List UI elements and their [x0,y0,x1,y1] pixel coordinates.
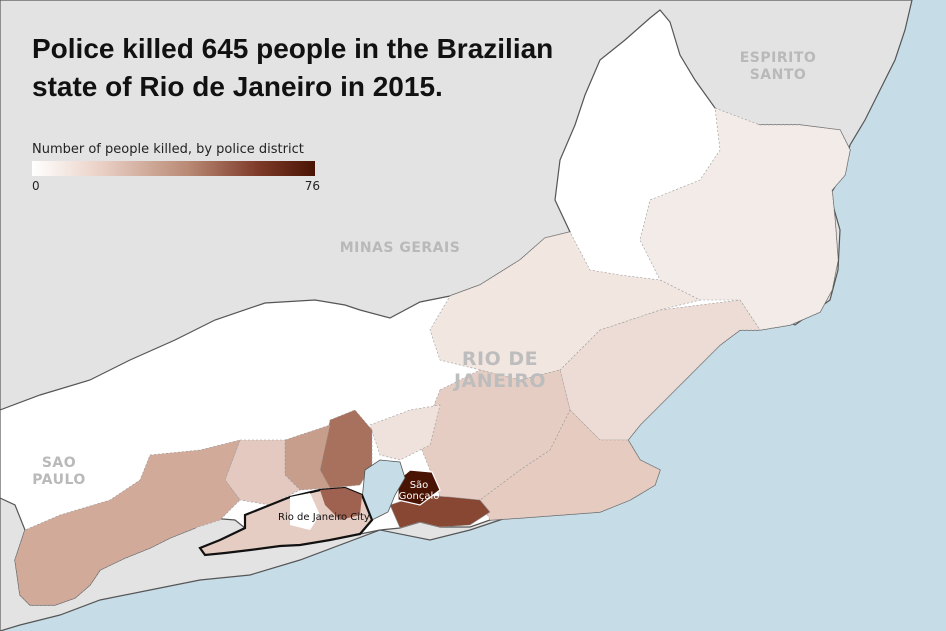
district-baixada-north [319,409,373,489]
legend-label: Number of people killed, by police distr… [32,142,304,157]
legend-ticks: 0 76 [32,176,322,194]
district-south-west [14,439,241,606]
label-rio-city: Rio de Janeiro City [278,512,370,523]
legend-max: 76 [304,179,320,193]
district-lakes [479,409,661,521]
district-teresopolis [369,404,441,461]
label-sao-goncalo: São Gonçalo [398,480,440,502]
district-east-north [639,107,851,331]
legend-min: 0 [32,179,40,193]
label-espirito-santo: ESPIRITO SANTO [739,50,817,83]
label-sao-paulo: SAO PAULO [32,455,86,488]
legend: Number of people killed, by police distr… [32,142,322,194]
district-piraí [224,439,301,506]
page-title: Police killed 645 people in the Brazilia… [32,33,554,102]
district-central-south [419,369,571,501]
label-minas-gerais: MINAS GERAIS [339,240,461,256]
district-central-east [429,231,701,381]
rio-city-inner-district [290,493,320,530]
rio-city-north-zone [320,488,362,520]
district-sao-goncalo [397,469,441,506]
legend-color-bar [32,161,315,176]
label-rio-de-janeiro: RIO DE JANEIRO [453,348,546,392]
